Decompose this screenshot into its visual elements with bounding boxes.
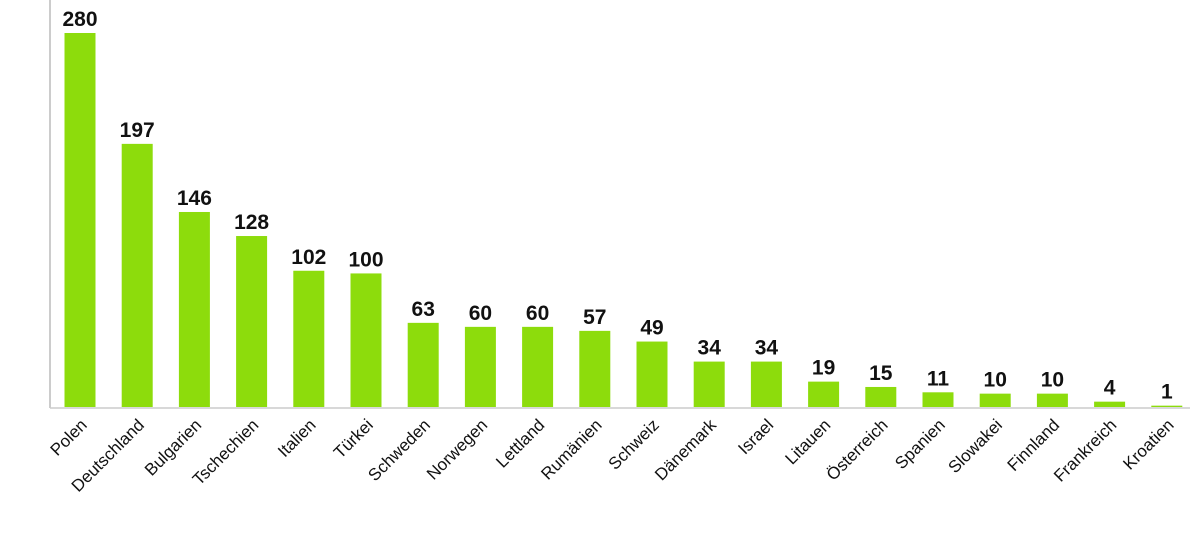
- value-label: 11: [927, 367, 950, 390]
- bar: [979, 393, 1011, 407]
- x-tick-label: Litauen: [782, 415, 835, 468]
- value-label: 102: [291, 246, 326, 269]
- value-label: 280: [62, 8, 97, 31]
- bar: [808, 381, 840, 407]
- value-label: 100: [348, 248, 383, 271]
- x-tick-label: Finnland: [1004, 415, 1064, 475]
- x-tick-label: Türkei: [330, 415, 377, 462]
- x-tick-label: Schweiz: [605, 415, 663, 473]
- value-label: 34: [755, 337, 779, 360]
- bar: [64, 33, 96, 407]
- x-tick-label: Schweden: [364, 415, 434, 485]
- bar: [464, 326, 496, 407]
- x-tick-label: Österreich: [823, 415, 892, 484]
- value-label: 60: [526, 302, 549, 325]
- value-label: 4: [1104, 377, 1116, 400]
- x-tick-label: Norwegen: [423, 415, 491, 483]
- value-label: 15: [869, 362, 893, 385]
- bar: [1094, 401, 1126, 407]
- x-tick-label: Frankreich: [1050, 415, 1120, 485]
- value-label: 60: [469, 302, 492, 325]
- x-tick-label: Italien: [274, 415, 320, 461]
- bar: [750, 361, 782, 407]
- value-label: 1: [1161, 381, 1173, 404]
- value-label: 128: [234, 211, 269, 234]
- value-label: 146: [177, 187, 212, 210]
- bar: [236, 236, 268, 407]
- bar: [865, 386, 897, 407]
- value-label: 19: [812, 357, 835, 380]
- value-label: 57: [583, 306, 606, 329]
- value-label: 49: [640, 317, 663, 340]
- bar: [293, 270, 325, 407]
- x-tick-label: Lettland: [492, 415, 548, 471]
- x-tick-label: Israel: [734, 415, 777, 458]
- bar: [693, 361, 725, 407]
- bar: [121, 143, 153, 407]
- x-tick-label: Polen: [47, 415, 91, 459]
- bar: [922, 392, 954, 407]
- bar: [1151, 405, 1183, 407]
- bar: [522, 326, 554, 407]
- x-tick-label: Dänemark: [651, 415, 720, 484]
- bar: [178, 211, 210, 407]
- bar: [1036, 393, 1068, 407]
- x-tick-label: Slowakei: [944, 415, 1006, 477]
- bar: [350, 273, 382, 407]
- value-label: 63: [412, 298, 435, 321]
- x-tick-label: Rumänien: [537, 415, 605, 483]
- x-tick-label: Kroatien: [1119, 415, 1177, 473]
- value-label: 34: [698, 337, 722, 360]
- value-label: 197: [120, 119, 155, 142]
- bar: [636, 341, 668, 407]
- x-tick-label: Spanien: [891, 415, 949, 473]
- value-label: 10: [984, 369, 1007, 392]
- bar: [579, 330, 611, 407]
- bar: [407, 322, 439, 407]
- value-label: 10: [1041, 369, 1064, 392]
